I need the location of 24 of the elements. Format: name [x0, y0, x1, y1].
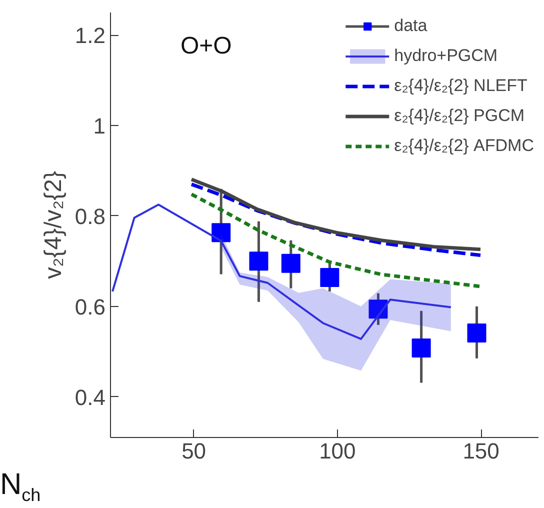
x-axis-title: N$_{ch}$ [0, 468, 41, 507]
x-tick-label: 50 [182, 438, 206, 464]
point [467, 324, 486, 343]
line-series [190, 192, 482, 288]
point [281, 254, 300, 273]
line-series [112, 204, 452, 340]
point [320, 268, 340, 287]
y-axis-title: v₂{4}/v₂{2} [40, 170, 67, 280]
y-tick-label: 0.4 [74, 384, 106, 410]
annotation: O+O [180, 32, 232, 60]
point [249, 252, 268, 271]
y-tick-label: 1.2 [74, 23, 106, 48]
point [212, 223, 231, 242]
x-tick-label: 100 [319, 438, 356, 464]
y-tick-label: 0.8 [74, 204, 106, 229]
legend-label: ε₂{4}/ε₂{2} PGCM [394, 106, 525, 126]
legend-label: ε₂{4}/ε₂{2} NLEFT [394, 76, 528, 96]
y-tick-label: 0.6 [74, 294, 106, 320]
legend-label: hydro+PGCM [394, 46, 498, 66]
y-tick-label: 1 [93, 114, 106, 139]
legend-label: data [394, 16, 428, 36]
point [412, 338, 431, 358]
x-tick-label: 150 [462, 438, 500, 464]
legend-label: ε₂{4}/ε₂{2} AFDMC [394, 136, 534, 156]
